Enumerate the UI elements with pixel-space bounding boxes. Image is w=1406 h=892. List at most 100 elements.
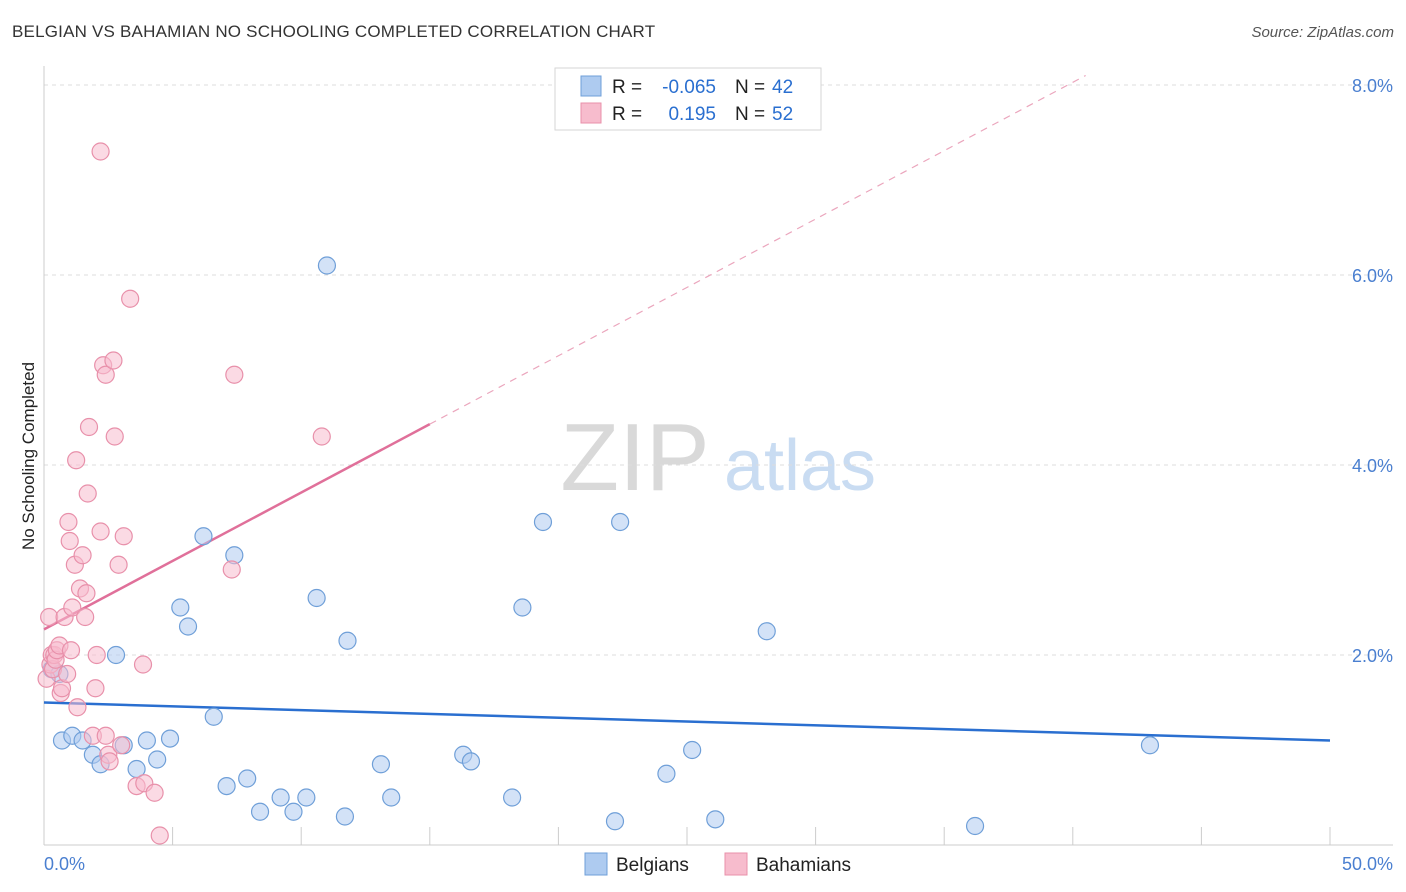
point-belgians	[503, 788, 522, 807]
trend-line-belgians	[43, 701, 1331, 742]
point-belgians	[250, 802, 270, 821]
point-bahamians	[91, 522, 110, 541]
point-belgians	[757, 622, 776, 641]
trend-line-bahamians	[43, 423, 431, 631]
point-belgians	[217, 776, 236, 796]
point-bahamians	[77, 584, 96, 603]
points-layer	[37, 142, 1160, 845]
point-belgians	[160, 729, 180, 748]
point-bahamians	[222, 560, 241, 579]
point-belgians	[382, 788, 401, 807]
point-belgians	[513, 598, 532, 617]
stats-n-label-belgians: N =	[735, 77, 765, 98]
point-belgians	[297, 788, 316, 807]
y-tick-label: 2.0%	[1352, 646, 1393, 666]
point-belgians	[284, 802, 303, 821]
point-belgians	[137, 731, 156, 750]
point-belgians	[178, 617, 198, 636]
point-bahamians	[121, 289, 140, 308]
stats-n-value-bahamians: 52	[772, 104, 793, 125]
point-belgians	[307, 588, 326, 608]
legend-label-bahamians: Bahamians	[756, 855, 851, 876]
y-tick-label: 4.0%	[1352, 456, 1393, 476]
point-bahamians	[59, 512, 78, 532]
stats-swatch-belgians	[580, 75, 602, 97]
axis-layer: 2.0% 4.0% 6.0% 8.0%	[43, 66, 1393, 846]
point-belgians	[657, 764, 676, 783]
trend-line-bahamians-extension	[429, 74, 1086, 425]
legend-swatch-belgians	[584, 852, 608, 876]
x-tick-label-min: 0.0%	[44, 854, 85, 874]
point-bahamians	[87, 645, 106, 665]
stats-r-value-bahamians: 0.195	[668, 104, 716, 125]
point-bahamians	[91, 142, 110, 161]
point-belgians	[317, 256, 337, 275]
point-belgians	[605, 812, 625, 831]
point-bahamians	[60, 531, 79, 551]
watermark-zip: ZIP	[560, 404, 709, 511]
point-belgians	[371, 755, 391, 774]
point-belgians	[461, 752, 481, 771]
stats-r-label-belgians: R =	[612, 77, 642, 98]
point-belgians	[533, 512, 553, 532]
point-belgians	[1140, 736, 1160, 755]
point-bahamians	[79, 417, 99, 437]
point-belgians	[204, 707, 223, 726]
point-belgians	[706, 810, 725, 829]
point-bahamians	[73, 546, 92, 565]
trend-layer	[43, 74, 1331, 742]
stats-n-value-belgians: 42	[772, 77, 793, 98]
point-bahamians	[96, 726, 115, 745]
source-label: Source: ZipAtlas.com	[1251, 24, 1394, 41]
legend-swatch-bahamians	[724, 852, 748, 876]
point-bahamians	[112, 736, 131, 755]
point-bahamians	[96, 365, 115, 384]
grid-layer	[44, 84, 1393, 656]
stats-r-label-bahamians: R =	[612, 104, 642, 125]
point-belgians	[338, 631, 357, 650]
point-bahamians	[133, 655, 153, 674]
point-bahamians	[86, 679, 105, 698]
stats-legend: R = -0.065 N = 42 R = 0.195 N = 52	[554, 67, 822, 131]
point-bahamians	[63, 598, 82, 617]
point-belgians	[965, 816, 985, 836]
stats-n-label-bahamians: N =	[735, 104, 765, 125]
point-bahamians	[109, 555, 128, 574]
point-bahamians	[114, 527, 133, 546]
point-belgians	[194, 527, 213, 546]
point-belgians	[611, 512, 630, 532]
point-belgians	[683, 740, 702, 760]
legend-label-belgians: Belgians	[616, 855, 689, 876]
y-tick-label: 6.0%	[1352, 266, 1393, 286]
bottom-legend: Belgians Bahamians	[584, 852, 851, 876]
point-bahamians	[68, 698, 87, 717]
chart-title: BELGIAN VS BAHAMIAN NO SCHOOLING COMPLET…	[12, 22, 656, 41]
x-tick-label-max: 50.0%	[1342, 854, 1393, 874]
point-bahamians	[61, 641, 81, 660]
point-bahamians	[225, 365, 244, 384]
point-bahamians	[312, 427, 331, 446]
point-bahamians	[78, 484, 97, 503]
point-bahamians	[58, 664, 77, 684]
point-belgians	[271, 788, 290, 807]
point-belgians	[171, 598, 190, 617]
point-belgians	[238, 769, 257, 788]
point-bahamians	[145, 783, 164, 802]
point-belgians	[148, 750, 167, 769]
point-bahamians	[40, 607, 59, 627]
point-bahamians	[76, 607, 95, 627]
point-bahamians	[104, 351, 123, 370]
stats-swatch-bahamians	[580, 102, 602, 124]
point-belgians	[106, 645, 126, 665]
y-tick-label: 8.0%	[1352, 76, 1393, 96]
point-bahamians	[67, 451, 86, 470]
point-bahamians	[150, 826, 169, 845]
point-bahamians	[105, 427, 124, 446]
point-bahamians	[100, 752, 119, 771]
point-belgians	[335, 807, 355, 826]
stats-r-value-belgians: -0.065	[662, 77, 716, 98]
y-axis-title: No Schooling Completed	[19, 362, 38, 550]
watermark-atlas: atlas	[724, 426, 876, 506]
